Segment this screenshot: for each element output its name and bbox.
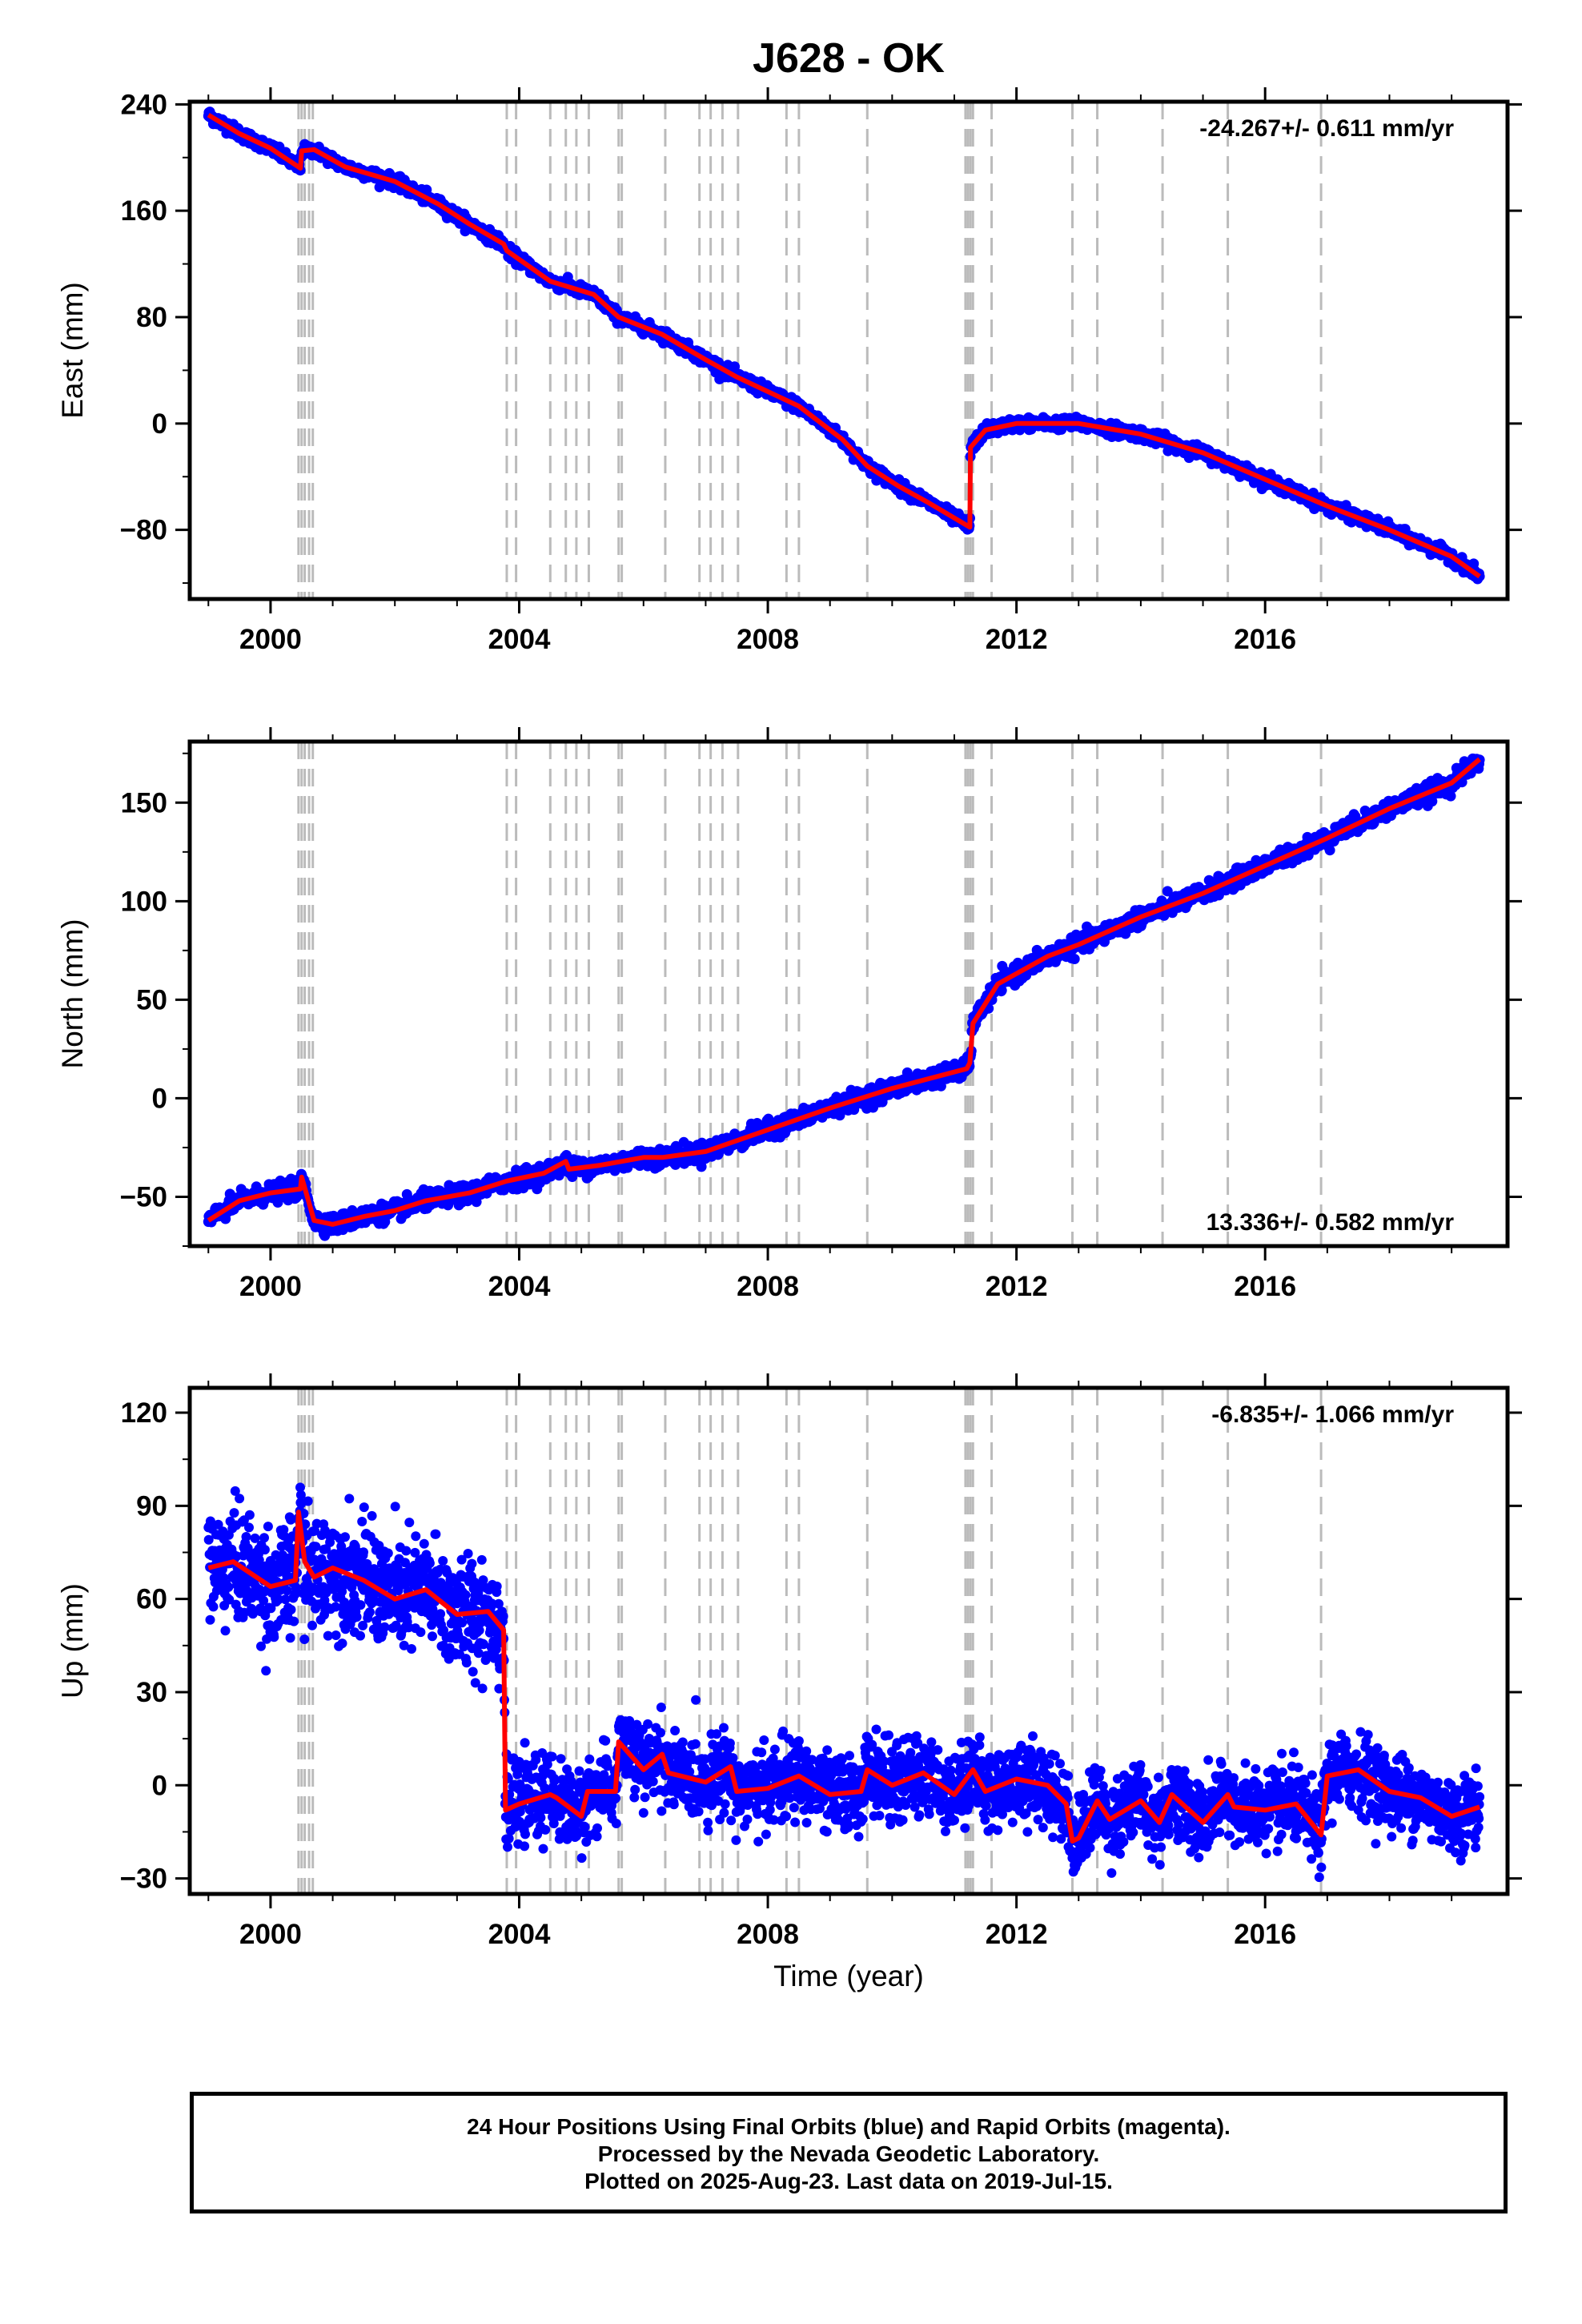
panels: −80 0 80 160 240 2000 2004 2008 2012 2016 East (mm… (56, 87, 1522, 1950)
data-point (996, 985, 1007, 996)
x-tick-label: 2016 (1234, 624, 1296, 655)
y-tick-label: 80 (136, 302, 167, 333)
data-point (1162, 886, 1173, 897)
x-tick-label: 2008 (737, 624, 799, 655)
data-point (696, 1161, 707, 1172)
y-tick-label: 240 (121, 89, 167, 120)
event-lines (297, 742, 1323, 1246)
y-tick-label: 160 (121, 195, 167, 227)
chart-title: J628 - OK (753, 35, 945, 82)
final-orbit-points (203, 753, 1485, 1241)
y-tick-label: −80 (120, 515, 167, 546)
plot-frame (187, 99, 1510, 601)
event-lines (297, 102, 1323, 599)
panel-east: −80 0 80 160 240 2000 2004 2008 2012 2016 East (mm… (56, 87, 1522, 655)
y-axis-label: East (mm) (56, 282, 89, 419)
data-point (1069, 954, 1080, 964)
y-tick-label: 0 (152, 408, 167, 440)
x-tick-label: 2000 (239, 624, 302, 655)
x-tick-label: 2012 (986, 624, 1048, 655)
data-point (935, 1080, 946, 1092)
model-line (207, 113, 1481, 579)
x-tick-label: 2004 (488, 624, 551, 655)
final-orbit-points (203, 107, 1485, 585)
rate-label: -24.267+/- 0.611 mm/yr (1199, 115, 1454, 142)
